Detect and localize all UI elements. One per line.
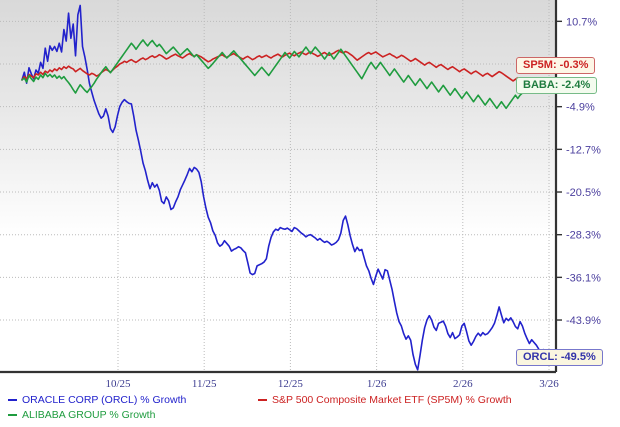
y-axis-label: -20.5% [566, 187, 601, 199]
legend-dash-icon [8, 414, 17, 417]
legend-label-baba: ALIBABA GROUP % Growth [22, 409, 156, 422]
series-line-orcl [21, 4, 549, 371]
y-axis-label: -12.7% [566, 144, 601, 156]
callout-sp5m: SP5M: -0.3% [516, 57, 596, 74]
y-axis-label: -43.9% [566, 315, 601, 327]
callout-sp5m-label: SP5M: -0.3% [516, 57, 596, 74]
x-axis-label: 11/25 [192, 378, 217, 390]
callout-baba-label: BABA: -2.4% [516, 77, 598, 94]
legend-item-baba[interactable]: ALIBABA GROUP % Growth [8, 409, 155, 421]
legend-item-orcl[interactable]: ORACLE CORP (ORCL) % Growth [8, 394, 186, 406]
callout-orcl-label: ORCL: -49.5% [516, 349, 603, 366]
x-axis-label: 10/25 [105, 378, 131, 390]
chart-legend: ORACLE CORP (ORCL) % Growth S&P 500 Comp… [0, 392, 620, 427]
y-axis-label: 10.7% [566, 16, 597, 28]
series-line-baba [21, 39, 524, 110]
callout-orcl: ORCL: -49.5% [516, 349, 603, 366]
x-axis-label: 12/25 [278, 378, 304, 390]
y-axis-label: -28.3% [566, 230, 601, 242]
y-axis-label: -4.9% [566, 102, 595, 114]
legend-dash-icon [8, 399, 17, 402]
legend-item-sp5m[interactable]: S&P 500 Composite Market ETF (SP5M) % Gr… [258, 394, 512, 406]
y-axis-label: -36.1% [566, 272, 601, 284]
callout-baba: BABA: -2.4% [516, 77, 598, 94]
legend-label-sp5m: S&P 500 Composite Market ETF (SP5M) % Gr… [272, 394, 512, 407]
x-axis-label: 1/26 [367, 378, 387, 390]
legend-label-orcl: ORACLE CORP (ORCL) % Growth [22, 394, 187, 407]
x-axis-label: 3/26 [539, 378, 559, 390]
legend-dash-icon [258, 399, 267, 402]
x-axis-label: 2/26 [453, 378, 473, 390]
